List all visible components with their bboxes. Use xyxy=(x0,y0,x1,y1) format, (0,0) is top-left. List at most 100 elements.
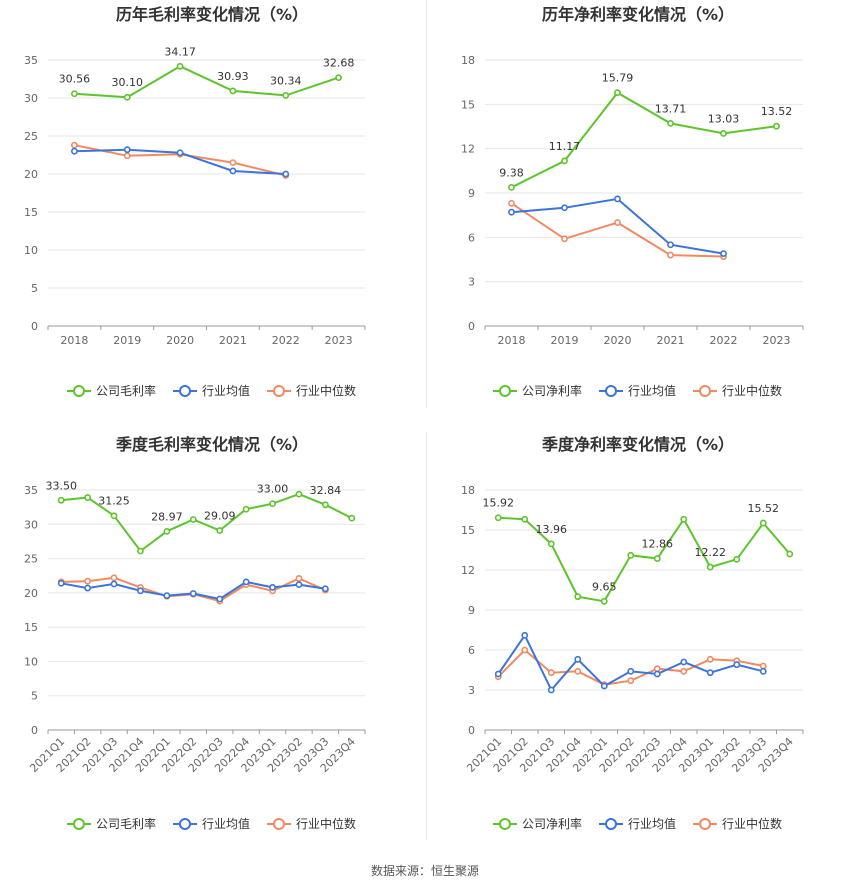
data-label: 34.17 xyxy=(164,45,196,58)
legend-item[interactable]: 行业中位数 xyxy=(267,383,356,398)
data-point xyxy=(71,90,78,98)
data-point xyxy=(773,122,780,130)
y-tick-label: 0 xyxy=(31,724,38,737)
data-point xyxy=(561,157,568,165)
legend-marker-icon xyxy=(273,818,285,830)
data-point xyxy=(759,667,767,675)
data-point xyxy=(189,590,197,597)
legend-item[interactable]: 行业中位数 xyxy=(267,816,356,831)
y-tick-label: 15 xyxy=(24,206,38,219)
data-point xyxy=(574,655,582,663)
data-point xyxy=(667,251,674,259)
data-point xyxy=(733,661,741,669)
y-tick-label: 18 xyxy=(461,54,475,67)
data-label: 33.50 xyxy=(45,479,77,492)
data-point xyxy=(137,587,144,595)
data-point xyxy=(123,93,131,101)
data-label: 12.22 xyxy=(695,546,727,559)
legend-label: 行业均值 xyxy=(202,816,250,831)
legend-item[interactable]: 公司净利率 xyxy=(493,383,582,398)
data-point xyxy=(57,496,65,504)
vertical-divider-top xyxy=(426,0,427,408)
legend-marker-icon xyxy=(73,385,85,397)
data-label: 30.10 xyxy=(112,76,144,89)
y-tick-label: 18 xyxy=(461,484,475,497)
data-label: 33.00 xyxy=(257,483,289,496)
y-tick-label: 3 xyxy=(468,276,475,289)
data-label: 11.17 xyxy=(549,140,581,153)
y-tick-label: 5 xyxy=(31,282,38,295)
x-tick-label: 2018 xyxy=(498,334,526,347)
data-point xyxy=(521,646,529,654)
data-point xyxy=(176,149,184,157)
data-point xyxy=(547,540,555,548)
data-point xyxy=(216,527,224,534)
legend-item[interactable]: 行业均值 xyxy=(599,383,676,398)
legend-label: 行业中位数 xyxy=(296,383,356,398)
data-point xyxy=(547,669,555,677)
y-tick-label: 6 xyxy=(468,231,475,244)
data-point xyxy=(269,500,276,508)
data-point xyxy=(547,686,555,694)
x-tick-label: 2018 xyxy=(60,334,88,347)
data-point xyxy=(667,241,674,249)
legend-label: 公司净利率 xyxy=(522,816,582,831)
y-tick-label: 9 xyxy=(468,187,475,200)
series-line xyxy=(511,197,724,255)
legend-item[interactable]: 行业中位数 xyxy=(693,816,782,831)
chart-svg-annual-gross-margin: 历年毛利率变化情况（%） 0 5 10 15 20 25 30 35 2018 2019 2020 20… xyxy=(24,5,366,398)
legend-item[interactable]: 行业均值 xyxy=(173,816,250,831)
x-tick-label: 2023 xyxy=(325,334,353,347)
y-tick-label: 0 xyxy=(468,724,475,737)
data-point xyxy=(680,667,688,675)
data-label: 31.25 xyxy=(98,495,130,508)
data-label: 30.34 xyxy=(270,74,302,87)
legend-item[interactable]: 行业均值 xyxy=(599,816,676,831)
data-point xyxy=(627,677,635,685)
chart-annual-gross-margin: 历年毛利率变化情况（%） 0 5 10 15 20 25 30 35 2018 2019 2020 20… xyxy=(0,0,425,420)
y-tick-label: 30 xyxy=(24,518,38,531)
x-tick-label: 2021 xyxy=(219,334,247,347)
data-point xyxy=(680,515,688,523)
data-point xyxy=(229,159,237,166)
data-label: 9.38 xyxy=(499,166,524,179)
y-tick-label: 15 xyxy=(461,524,475,537)
y-tick-label: 9 xyxy=(468,604,475,617)
legend-item[interactable]: 行业中位数 xyxy=(693,383,782,398)
series-line xyxy=(61,493,353,553)
y-tick-label: 10 xyxy=(24,244,38,257)
legend-marker-icon xyxy=(179,818,191,830)
data-point xyxy=(706,669,714,677)
chart-annual-net-margin: 历年净利率变化情况（%） 0 3 6 9 12 15 18 2018 2019 2020 2021 20… xyxy=(425,0,850,420)
y-tick-label: 0 xyxy=(468,320,475,333)
legend-item[interactable]: 公司毛利率 xyxy=(67,816,156,831)
data-label: 30.56 xyxy=(59,73,91,86)
y-tick-label: 12 xyxy=(461,564,475,577)
y-tick-label: 20 xyxy=(24,168,38,181)
data-point xyxy=(137,547,144,555)
data-point xyxy=(282,170,290,178)
data-point xyxy=(561,235,568,243)
y-tick-label: 25 xyxy=(24,553,38,566)
y-tick-label: 25 xyxy=(24,130,38,143)
data-point xyxy=(614,219,621,226)
data-point xyxy=(84,577,92,585)
legend-item[interactable]: 行业均值 xyxy=(173,383,250,398)
data-point xyxy=(508,183,515,191)
legend-item[interactable]: 公司净利率 xyxy=(493,816,582,831)
vertical-divider-bottom xyxy=(426,432,427,840)
data-point xyxy=(561,204,568,212)
data-point xyxy=(269,583,276,591)
data-point xyxy=(84,494,92,501)
data-point xyxy=(295,490,303,498)
data-point xyxy=(163,592,171,599)
legend-label: 行业中位数 xyxy=(722,383,782,398)
legend-marker-icon xyxy=(699,818,711,830)
data-point xyxy=(84,584,92,592)
legend-item[interactable]: 公司毛利率 xyxy=(67,383,156,398)
data-point xyxy=(521,515,529,523)
data-label: 12.86 xyxy=(642,538,674,551)
legend-label: 行业均值 xyxy=(628,816,676,831)
legend-marker-icon xyxy=(699,385,711,397)
y-tick-label: 5 xyxy=(31,690,38,703)
